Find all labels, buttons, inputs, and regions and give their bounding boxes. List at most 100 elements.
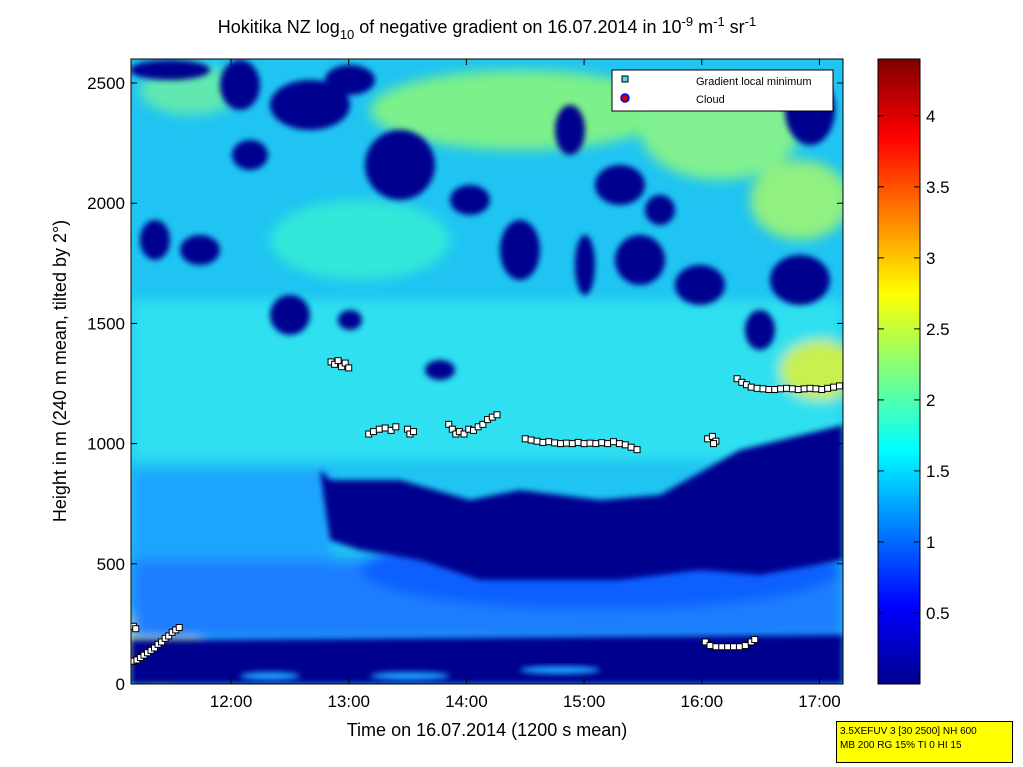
gradient-minimum-point bbox=[375, 425, 383, 433]
gradient-minimum-point bbox=[610, 438, 618, 446]
gradient-minimum-point bbox=[533, 437, 541, 445]
heatmap bbox=[131, 59, 843, 684]
legend: Gradient local minimum Cloud bbox=[611, 69, 834, 112]
plot-frame bbox=[130, 58, 844, 685]
gradient-minimum-point bbox=[369, 428, 377, 436]
gradient-minimum-point bbox=[710, 440, 718, 448]
gradient-minimum-point bbox=[633, 446, 641, 454]
y-tick-label: 2500 bbox=[87, 74, 125, 93]
info-box: 3.5XEFUV 3 [30 2500] NH 600 MB 200 RG 15… bbox=[836, 721, 1013, 763]
y-tick-label: 1500 bbox=[87, 314, 125, 333]
gradient-minimum-point bbox=[338, 363, 346, 371]
gradient-minimum-point bbox=[409, 428, 417, 436]
info-line-2: MB 200 RG 15% TI 0 HI 15 bbox=[840, 740, 962, 751]
x-tick-label: 12:00 bbox=[210, 692, 253, 711]
y-axis-label: Height in m (240 m mean, tilted by 2°) bbox=[50, 220, 70, 522]
y-tick-label: 2000 bbox=[87, 194, 125, 213]
gradient-minimum-point bbox=[835, 382, 843, 390]
gradient-minimum-point bbox=[469, 426, 477, 434]
gradient-minimum-point bbox=[724, 643, 732, 651]
x-axis: 12:00 13:00 14:00 15:00 16:00 17:00 bbox=[210, 59, 841, 711]
gradient-minimum-point bbox=[783, 384, 791, 392]
chart-title: Hokitika NZ log10 of negative gradient o… bbox=[218, 14, 756, 42]
gradient-minimum-point bbox=[562, 439, 570, 447]
legend-circle-marker-icon bbox=[620, 93, 630, 103]
gradient-minimum-point bbox=[706, 642, 714, 650]
title-unit-2: sr bbox=[725, 17, 745, 37]
gradient-minimum-point bbox=[818, 386, 826, 394]
y-tick-label: 500 bbox=[97, 555, 125, 574]
gradient-minimum-point bbox=[493, 411, 501, 419]
gradient-minimum-point bbox=[741, 642, 749, 650]
gradient-minimum-point bbox=[627, 443, 635, 451]
gradient-minimum-point bbox=[551, 439, 559, 447]
gradient-minimum-point bbox=[777, 385, 785, 393]
x-axis-label: Time on 16.07.2014 (1200 s mean) bbox=[347, 720, 628, 740]
gradient-minimum-point bbox=[788, 385, 796, 393]
gradient-minimum-point bbox=[341, 359, 349, 367]
title-sup-1: -9 bbox=[682, 14, 694, 29]
gradient-minimum-point bbox=[387, 426, 395, 434]
gradient-minimum-point bbox=[753, 384, 761, 392]
colorbar-tick-label: 2.5 bbox=[926, 320, 950, 339]
gradient-minimum-point bbox=[735, 643, 743, 651]
y-tick-label: 1000 bbox=[87, 435, 125, 454]
gradient-minimum-point bbox=[545, 438, 553, 446]
gradient-minimum-point bbox=[132, 625, 140, 633]
gradient-minimum-point bbox=[718, 643, 726, 651]
gradient-minimum-point bbox=[800, 385, 808, 393]
colorbar-tick-label: 1.5 bbox=[926, 462, 950, 481]
gradient-minimum-point bbox=[448, 425, 456, 433]
info-line-1: 3.5XEFUV 3 [30 2500] NH 600 bbox=[840, 726, 977, 737]
x-tick-label: 17:00 bbox=[798, 692, 841, 711]
gradient-minimum-point bbox=[392, 423, 400, 431]
gradient-minimum-point bbox=[794, 386, 802, 394]
title-subscript: 10 bbox=[340, 27, 354, 42]
colorbar-tick-label: 0.5 bbox=[926, 604, 950, 623]
gradient-minimum-point bbox=[615, 440, 623, 448]
gradient-minimum-point bbox=[598, 439, 606, 447]
gradient-minimum-point bbox=[621, 441, 629, 449]
colorbar-tick-label: 4 bbox=[926, 107, 935, 126]
gradient-minimum-point bbox=[824, 384, 832, 392]
gradient-minimum-point bbox=[460, 430, 468, 438]
colorbar-axis: 0.5 1 1.5 2 2.5 3 3.5 4 bbox=[878, 107, 950, 623]
colorbar-tick-label: 3.5 bbox=[926, 178, 950, 197]
gradient-minimum-point bbox=[574, 438, 582, 446]
colorbar-tick-label: 3 bbox=[926, 249, 935, 268]
gradient-minimum-point bbox=[759, 385, 767, 393]
gradient-minimum-point bbox=[479, 420, 487, 428]
gradient-minimum-point bbox=[568, 440, 576, 448]
x-tick-label: 14:00 bbox=[445, 692, 488, 711]
gradient-minimum-point bbox=[730, 643, 738, 651]
gradient-minimum-point bbox=[345, 364, 353, 372]
gradient-minimum-point bbox=[527, 436, 535, 444]
colorbar bbox=[877, 58, 921, 685]
gradient-minimum-point bbox=[747, 383, 755, 391]
gradient-minimum-point bbox=[733, 375, 741, 383]
gradient-minimum-point bbox=[151, 644, 159, 652]
title-prefix: Hokitika NZ log bbox=[218, 17, 340, 37]
gradient-minimum-point bbox=[765, 386, 773, 394]
gradient-minimum-point bbox=[751, 636, 759, 644]
gradient-minimum-point bbox=[580, 440, 588, 448]
gradient-minimum-point bbox=[701, 638, 709, 646]
x-tick-label: 13:00 bbox=[327, 692, 370, 711]
gradient-minimum-point bbox=[445, 420, 453, 428]
gradient-minimum-point bbox=[521, 435, 529, 443]
gradient-minimum-point bbox=[830, 383, 838, 391]
gradient-minimum-point bbox=[175, 624, 183, 632]
gradient-minimum-point bbox=[806, 384, 814, 392]
title-sup-3: -1 bbox=[745, 14, 757, 29]
title-unit-1: m bbox=[693, 17, 713, 37]
x-tick-label: 16:00 bbox=[681, 692, 724, 711]
y-axis: 0 500 1000 1500 2000 2500 bbox=[87, 74, 843, 694]
gradient-minimum-point bbox=[165, 632, 173, 640]
title-sup-2: -1 bbox=[713, 14, 725, 29]
gradient-minimum-point bbox=[586, 439, 594, 447]
gradient-minimum-point bbox=[604, 440, 612, 448]
gradient-minimum-point bbox=[812, 385, 820, 393]
gradient-minimum-point bbox=[557, 440, 565, 448]
gradient-minimum-point bbox=[712, 643, 720, 651]
